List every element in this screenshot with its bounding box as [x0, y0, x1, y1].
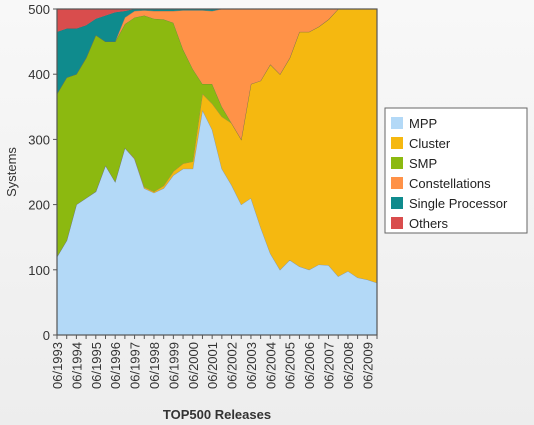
legend-swatch-single-processor — [391, 197, 403, 209]
x-tick-label: 06/1996 — [108, 342, 123, 389]
legend-label-mpp: MPP — [409, 116, 437, 131]
legend-label-cluster: Cluster — [409, 136, 451, 151]
x-tick-label: 06/1993 — [50, 342, 65, 389]
x-tick-label: 06/2003 — [244, 342, 259, 389]
legend-label-constellations: Constellations — [409, 176, 491, 191]
x-axis-ticks: 06/1993 06/1994 06/1995 06/1996 06/1997 06/19… — [50, 335, 378, 389]
y-tick-label: 500 — [28, 2, 50, 17]
legend-label-smp: SMP — [409, 156, 437, 171]
y-axis-ticks: 0 100 200 300 400 500 — [28, 2, 57, 343]
legend-box — [384, 107, 528, 234]
series-area-constellations — [57, 9, 377, 140]
x-tick-label: 06/2000 — [186, 342, 201, 389]
x-tick-label: 06/2009 — [360, 342, 375, 389]
y-tick-label: 100 — [28, 263, 50, 278]
x-tick-label: 06/2007 — [322, 342, 337, 389]
y-tick-label: 200 — [28, 198, 50, 213]
x-tick-label: 06/2004 — [263, 342, 278, 389]
legend-swatch-constellations — [391, 177, 403, 189]
series-area-smp — [57, 9, 377, 257]
legend-swatch-cluster — [391, 137, 403, 149]
x-tick-label: 06/1999 — [166, 342, 181, 389]
legend-swatch-smp — [391, 157, 403, 169]
x-tick-label: 06/2008 — [341, 342, 356, 389]
x-axis-title: TOP500 Releases — [163, 407, 271, 422]
legend: MPP Cluster SMP Constellations Single Proces… — [384, 107, 528, 234]
legend-swatch-mpp — [391, 117, 403, 129]
series-area-cluster — [57, 9, 377, 283]
x-tick-label: 06/1995 — [89, 342, 104, 389]
x-tick-label: 06/1998 — [147, 342, 162, 389]
y-tick-label: 300 — [28, 132, 50, 147]
y-axis-title: Systems — [4, 147, 19, 197]
x-tick-label: 06/2001 — [205, 342, 220, 389]
x-tick-label: 06/2002 — [225, 342, 240, 389]
x-tick-label: 06/1997 — [128, 342, 143, 389]
legend-label-others: Others — [409, 216, 449, 231]
x-tick-label: 06/2006 — [302, 342, 317, 389]
series-areas — [56, 8, 378, 335]
x-tick-label: 06/1994 — [69, 342, 84, 389]
series-area-others — [57, 9, 377, 32]
x-tick-label: 06/2005 — [283, 342, 298, 389]
legend-swatch-others — [391, 217, 403, 229]
legend-label-single-processor: Single Processor — [409, 196, 508, 211]
y-tick-label: 400 — [28, 67, 50, 82]
y-tick-label: 0 — [43, 328, 50, 343]
plot-frame — [56, 8, 378, 336]
